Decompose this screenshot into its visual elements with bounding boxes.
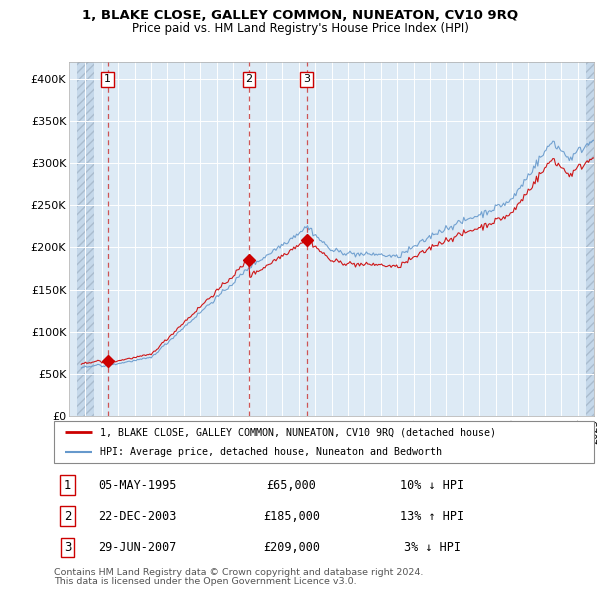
Text: 3% ↓ HPI: 3% ↓ HPI xyxy=(404,541,461,554)
Text: 05-MAY-1995: 05-MAY-1995 xyxy=(98,478,177,491)
Text: 2: 2 xyxy=(64,510,71,523)
Text: 29-JUN-2007: 29-JUN-2007 xyxy=(98,541,177,554)
Text: HPI: Average price, detached house, Nuneaton and Bedworth: HPI: Average price, detached house, Nune… xyxy=(100,447,442,457)
Text: £65,000: £65,000 xyxy=(266,478,317,491)
Text: 1: 1 xyxy=(104,74,111,84)
Text: Contains HM Land Registry data © Crown copyright and database right 2024.: Contains HM Land Registry data © Crown c… xyxy=(54,568,424,576)
Text: 1, BLAKE CLOSE, GALLEY COMMON, NUNEATON, CV10 9RQ (detached house): 1, BLAKE CLOSE, GALLEY COMMON, NUNEATON,… xyxy=(100,427,496,437)
Text: 1, BLAKE CLOSE, GALLEY COMMON, NUNEATON, CV10 9RQ: 1, BLAKE CLOSE, GALLEY COMMON, NUNEATON,… xyxy=(82,9,518,22)
FancyBboxPatch shape xyxy=(54,421,594,463)
Text: £209,000: £209,000 xyxy=(263,541,320,554)
Text: 3: 3 xyxy=(303,74,310,84)
Text: 2: 2 xyxy=(245,74,253,84)
Text: This data is licensed under the Open Government Licence v3.0.: This data is licensed under the Open Gov… xyxy=(54,577,356,586)
Text: 13% ↑ HPI: 13% ↑ HPI xyxy=(400,510,464,523)
Text: Price paid vs. HM Land Registry's House Price Index (HPI): Price paid vs. HM Land Registry's House … xyxy=(131,22,469,35)
Text: 3: 3 xyxy=(64,541,71,554)
Text: 22-DEC-2003: 22-DEC-2003 xyxy=(98,510,177,523)
Text: 10% ↓ HPI: 10% ↓ HPI xyxy=(400,478,464,491)
Text: 1: 1 xyxy=(64,478,71,491)
Text: £185,000: £185,000 xyxy=(263,510,320,523)
